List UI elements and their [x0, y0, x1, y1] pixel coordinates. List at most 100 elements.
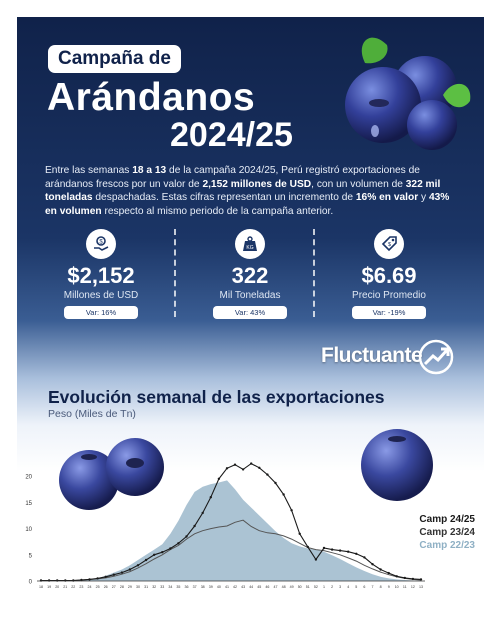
- data-point-camp-24-25: [193, 524, 196, 528]
- chart-title: Evolución semanal de las exportaciones: [48, 387, 385, 407]
- x-tick-label: 28: [120, 585, 124, 589]
- x-tick-label: 19: [47, 585, 51, 589]
- data-point-camp-24-25: [371, 563, 374, 566]
- x-tick-label: 46: [265, 585, 269, 589]
- x-tick-label: 40: [217, 585, 221, 589]
- header-badge: Campaña de: [48, 45, 181, 73]
- x-tick-label: 27: [112, 585, 116, 589]
- x-tick-label: 34: [168, 585, 172, 589]
- x-tick-label: 12: [411, 585, 415, 589]
- x-tick-label: 4: [347, 585, 349, 589]
- x-tick-label: 2: [331, 585, 333, 589]
- x-tick-label: 1: [323, 585, 325, 589]
- data-point-camp-24-25: [338, 549, 342, 552]
- legend-camp-24-25: Camp 24/25: [419, 514, 475, 525]
- page-title: Arándanos: [47, 76, 256, 119]
- data-point-camp-24-25: [120, 571, 124, 574]
- x-tick-label: 51: [306, 585, 310, 589]
- x-tick-label: 21: [63, 585, 67, 589]
- data-point-camp-24-25: [290, 509, 293, 512]
- x-tick-label: 33: [160, 585, 164, 589]
- data-point-camp-24-25: [250, 462, 253, 465]
- data-point-camp-24-25: [96, 577, 99, 580]
- data-point-camp-24-25: [355, 552, 358, 555]
- x-tick-label: 44: [249, 585, 253, 589]
- stat-label: Millones de USD: [63, 290, 139, 301]
- x-tick-label: 13: [419, 585, 423, 589]
- x-tick-label: 43: [241, 585, 245, 589]
- y-tick-label: 0: [29, 580, 33, 586]
- data-point-camp-24-25: [387, 571, 390, 575]
- stat-price: $ $6.69 Precio Promedio Var: -19%: [319, 223, 459, 320]
- data-point-camp-24-25: [274, 481, 277, 485]
- stat-value-usd: $ $2,152 Millones de USD Var: 16%: [31, 223, 171, 320]
- data-point-camp-24-25: [169, 547, 172, 550]
- legend-camp-22-23: Camp 22/23: [419, 540, 475, 551]
- data-point-camp-24-25: [347, 550, 350, 553]
- svg-text:$: $: [388, 242, 391, 248]
- x-tick-label: 25: [96, 585, 100, 589]
- x-tick-label: 37: [193, 585, 197, 589]
- svg-text:KG: KG: [246, 245, 253, 251]
- brand-name: Fluctuante: [321, 344, 423, 367]
- stat-variation: Var: 16%: [64, 306, 138, 319]
- data-point-camp-24-25: [128, 568, 132, 571]
- divider: [174, 229, 176, 317]
- data-point-camp-24-25: [379, 568, 382, 571]
- x-tick-label: 8: [380, 585, 382, 589]
- stat-value: $2,152: [67, 263, 135, 288]
- series-area-camp-22-23: [41, 480, 421, 581]
- x-tick-label: 20: [55, 585, 59, 589]
- x-tick-label: 3: [339, 585, 341, 589]
- x-tick-label: 32: [152, 585, 156, 589]
- price-tag-icon: $: [374, 229, 404, 259]
- x-tick-label: 38: [201, 585, 205, 589]
- x-tick-label: 29: [128, 585, 132, 589]
- x-tick-label: 23: [79, 585, 83, 589]
- x-tick-label: 11: [403, 585, 407, 589]
- series-line-camp-23-24: [41, 519, 422, 581]
- legend-camp-23-24: Camp 23/24: [419, 527, 475, 538]
- data-point-camp-24-25: [298, 532, 301, 535]
- x-tick-label: 9: [388, 585, 390, 589]
- data-point-camp-24-25: [88, 578, 91, 581]
- data-point-camp-24-25: [201, 511, 204, 515]
- x-tick-label: 7: [372, 585, 374, 589]
- blueberry-illustration-left: [59, 438, 164, 510]
- data-point-camp-24-25: [282, 493, 285, 496]
- data-point-camp-24-25: [217, 477, 221, 480]
- data-point-camp-24-25: [185, 535, 188, 538]
- x-tick-label: 49: [290, 585, 294, 589]
- trend-arrow-icon: [418, 339, 454, 375]
- x-tick-label: 50: [298, 585, 302, 589]
- data-point-camp-24-25: [112, 573, 116, 576]
- stat-value: $6.69: [361, 263, 417, 288]
- x-tick-label: 30: [136, 585, 140, 589]
- data-point-camp-24-25: [403, 576, 406, 580]
- blueberries-illustration: [345, 37, 471, 150]
- data-point-camp-24-25: [80, 578, 83, 582]
- data-point-camp-24-25: [153, 553, 156, 556]
- data-point-camp-24-25: [209, 496, 212, 499]
- data-point-camp-24-25: [395, 575, 398, 578]
- x-tick-label: 48: [282, 585, 286, 589]
- x-tick-label: 10: [395, 585, 399, 589]
- x-tick-label: 45: [257, 585, 261, 589]
- data-point-camp-24-25: [225, 467, 229, 470]
- x-tick-label: 5: [355, 585, 357, 589]
- data-point-camp-24-25: [258, 466, 261, 469]
- x-tick-label: 22: [71, 585, 75, 589]
- x-tick-label: 26: [104, 585, 108, 589]
- svg-text:$: $: [99, 239, 103, 245]
- data-point-camp-24-25: [306, 545, 309, 549]
- y-tick-label: 15: [25, 501, 32, 507]
- stat-label: Precio Promedio: [352, 290, 426, 301]
- weight-icon: KG: [235, 229, 265, 259]
- page-subtitle-year: 2024/25: [170, 116, 293, 154]
- x-tick-label: 31: [144, 585, 148, 589]
- money-hand-icon: $: [86, 229, 116, 259]
- intro-paragraph: Entre las semanas 18 a 13 de la campaña …: [45, 165, 450, 217]
- infographic-card: Campaña de Arándanos 2024/25 Entre las s…: [17, 17, 484, 600]
- data-point-camp-24-25: [233, 463, 237, 466]
- x-tick-label: 6: [363, 585, 365, 589]
